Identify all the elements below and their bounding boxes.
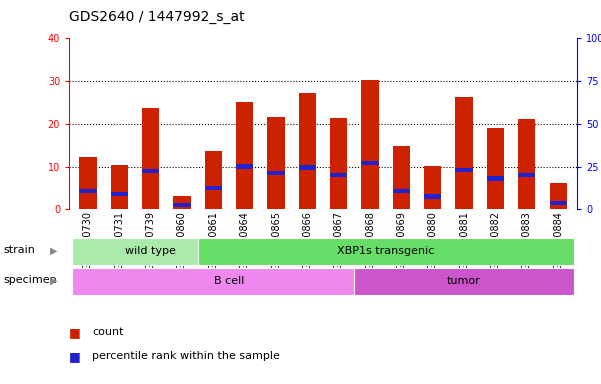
Bar (487, 128, 504, 209)
Bar (236, 164, 253, 169)
Bar (236, 103, 253, 209)
Bar (111, 192, 128, 197)
Bar (198, 238, 574, 265)
Bar (72, 268, 386, 295)
Text: tumor: tumor (447, 276, 481, 286)
Bar (355, 268, 574, 295)
Bar (549, 183, 567, 209)
Bar (361, 80, 379, 209)
Text: ▶: ▶ (50, 275, 57, 285)
Bar (393, 146, 410, 209)
Text: ▶: ▶ (50, 245, 57, 255)
Bar (79, 189, 97, 194)
Bar (549, 201, 567, 205)
Bar (79, 157, 97, 209)
Text: B cell: B cell (214, 276, 244, 286)
Bar (267, 118, 285, 209)
Bar (142, 108, 159, 209)
Bar (456, 168, 473, 172)
Bar (111, 165, 128, 209)
Bar (487, 176, 504, 180)
Bar (361, 161, 379, 165)
Text: strain: strain (3, 245, 35, 255)
Bar (173, 203, 191, 207)
Bar (424, 166, 441, 209)
Bar (424, 194, 441, 199)
Bar (518, 173, 535, 177)
Bar (72, 238, 229, 265)
Bar (456, 97, 473, 209)
Text: count: count (92, 327, 123, 337)
Bar (299, 165, 316, 170)
Text: percentile rank within the sample: percentile rank within the sample (92, 351, 280, 361)
Bar (330, 118, 347, 209)
Bar (267, 171, 285, 175)
Bar (205, 151, 222, 209)
Bar (518, 119, 535, 209)
Bar (330, 173, 347, 177)
Text: XBP1s transgenic: XBP1s transgenic (337, 246, 435, 257)
Text: ■: ■ (69, 350, 81, 363)
Text: GDS2640 / 1447992_s_at: GDS2640 / 1447992_s_at (69, 10, 245, 23)
Bar (173, 197, 191, 209)
Text: ■: ■ (69, 326, 81, 339)
Bar (393, 189, 410, 194)
Bar (205, 186, 222, 190)
Bar (299, 93, 316, 209)
Bar (142, 169, 159, 173)
Text: wild type: wild type (125, 246, 176, 257)
Text: specimen: specimen (3, 275, 56, 285)
